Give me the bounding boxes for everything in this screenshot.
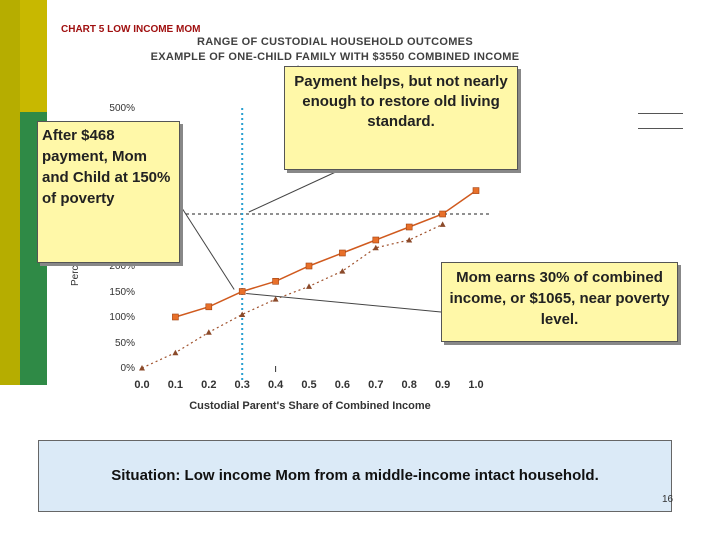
data-point	[139, 365, 145, 371]
series-line-1	[141, 223, 443, 369]
data-point	[205, 329, 212, 335]
x-tick-label: 0.6	[334, 379, 351, 391]
x-tick-label: 0.7	[368, 379, 384, 391]
x-tick-label: 0.4	[267, 379, 284, 391]
x-tick-label: 0.1	[167, 379, 184, 391]
left-decor-bar-olive	[0, 0, 20, 385]
data-point	[405, 223, 413, 231]
data-point	[439, 221, 446, 227]
x-tick-label: 0.2	[201, 379, 217, 391]
page-number: 16	[662, 494, 674, 505]
y-tick-label: 0%	[120, 363, 135, 374]
data-point	[339, 249, 346, 257]
data-point	[172, 313, 179, 321]
data-point	[272, 277, 279, 285]
callout-after-payment: After $468 payment, Mom and Child at 150…	[37, 121, 180, 263]
series-line-0	[175, 189, 477, 318]
data-point	[339, 268, 346, 274]
data-point	[472, 187, 480, 194]
data-point	[205, 303, 213, 311]
data-point	[272, 296, 279, 302]
x-tick-label: 0.8	[401, 379, 417, 391]
legend-fragment	[638, 113, 683, 129]
data-point	[238, 288, 246, 295]
chart-title-line-2: EXAMPLE OF ONE-CHILD FAMILY WITH $3550 C…	[150, 51, 520, 63]
y-tick-label: 500%	[109, 103, 135, 114]
data-point	[439, 210, 446, 218]
x-axis-label: Custodial Parent's Share of Combined Inc…	[189, 400, 431, 412]
y-tick-label: 150%	[109, 287, 135, 298]
callout-mom-earns: Mom earns 30% of combined income, or $10…	[441, 262, 678, 342]
callout-pointer	[179, 204, 235, 290]
situation-box: Situation: Low income Mom from a middle-…	[38, 440, 672, 512]
data-point	[372, 236, 380, 244]
data-point	[239, 311, 246, 317]
y-tick-label: 200%	[109, 261, 135, 272]
x-tick-label: 0.0	[134, 379, 150, 391]
y-tick-label: 100%	[109, 312, 135, 323]
callout-payment-helps: Payment helps, but not nearly enough to …	[284, 66, 518, 170]
x-tick-label: 0.3	[234, 379, 250, 391]
chart-title-line-1: RANGE OF CUSTODIAL HOUSEHOLD OUTCOMES	[197, 36, 473, 48]
callout-pointer	[246, 293, 442, 313]
x-tick-label: 0.5	[301, 379, 317, 391]
callout-pointer	[248, 169, 341, 213]
data-point	[306, 283, 312, 289]
data-point	[172, 349, 179, 356]
data-point	[305, 262, 313, 270]
data-point	[406, 237, 413, 243]
y-tick-label: 50%	[114, 338, 135, 349]
x-tick-label: 0.9	[434, 379, 451, 391]
x-tick-label: 1.0	[468, 379, 484, 391]
chart-number-label: CHART 5 LOW INCOME MOM	[61, 24, 201, 35]
data-point	[372, 244, 379, 251]
